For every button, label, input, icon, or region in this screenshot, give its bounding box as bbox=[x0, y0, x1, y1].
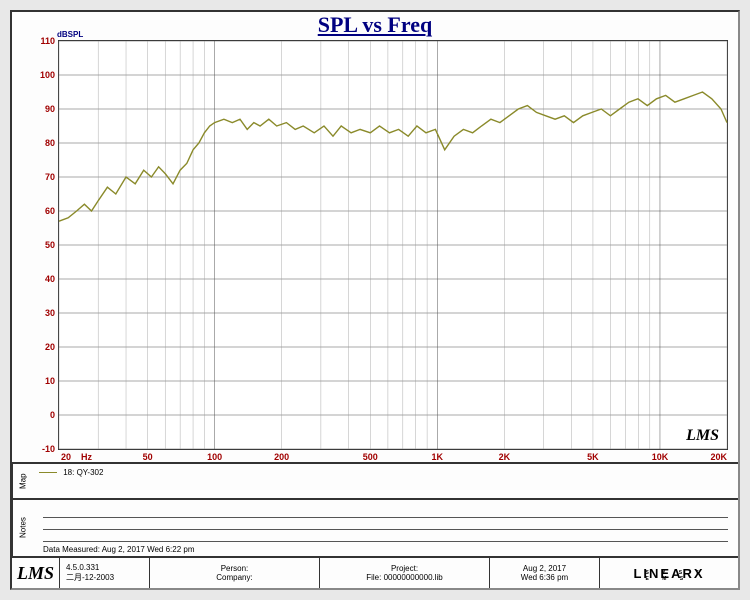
note-line bbox=[43, 506, 728, 518]
svg-text:10K: 10K bbox=[652, 452, 669, 462]
svg-text:110: 110 bbox=[40, 36, 55, 46]
footer-person-label: Person: bbox=[221, 564, 249, 573]
footer-version-cell: 4.5.0.331 二月-12-2003 bbox=[60, 558, 150, 588]
footer-app: LMS bbox=[12, 558, 60, 588]
svg-text:100: 100 bbox=[207, 452, 222, 462]
svg-text:80: 80 bbox=[45, 138, 55, 148]
svg-text:5K: 5K bbox=[587, 452, 599, 462]
svg-text:30: 30 bbox=[45, 308, 55, 318]
footer-version-date: 二月-12-2003 bbox=[66, 572, 143, 583]
chart-watermark: LMS bbox=[686, 427, 719, 445]
svg-text:2K: 2K bbox=[499, 452, 511, 462]
footer-time: Wed 6:36 pm bbox=[521, 573, 568, 582]
app-logo: LMS bbox=[17, 563, 54, 584]
footer-date-cell: Aug 2, 2017 Wed 6:36 pm bbox=[490, 558, 600, 588]
legend-item-label: 18: QY-302 bbox=[63, 468, 103, 477]
footer-version: 4.5.0.331 bbox=[66, 563, 143, 572]
legend-swatch bbox=[39, 472, 57, 473]
chart-svg: -100102030405060708090100110205010020050… bbox=[59, 41, 727, 449]
footer-project-cell: Project: File: 00000000000.lib bbox=[320, 558, 490, 588]
footer-brand-cell: LINEARX S Y S T E M S bbox=[600, 558, 738, 588]
svg-text:10: 10 bbox=[45, 376, 55, 386]
svg-text:70: 70 bbox=[45, 172, 55, 182]
report-panel: SPL vs Freq -100102030405060708090100110… bbox=[10, 10, 740, 590]
svg-text:40: 40 bbox=[45, 274, 55, 284]
legend-body: 18: QY-302 bbox=[33, 464, 738, 498]
svg-text:50: 50 bbox=[45, 240, 55, 250]
window-frame: SPL vs Freq -100102030405060708090100110… bbox=[0, 0, 750, 600]
svg-text:500: 500 bbox=[363, 452, 378, 462]
brand-sub: S Y S T E M S bbox=[645, 570, 704, 582]
spl-chart: -100102030405060708090100110205010020050… bbox=[58, 40, 728, 450]
footer-project-label: Project: bbox=[391, 564, 418, 573]
chart-area: SPL vs Freq -100102030405060708090100110… bbox=[12, 12, 738, 464]
footer-file-label: File: 00000000000.lib bbox=[366, 573, 443, 582]
svg-text:Hz: Hz bbox=[81, 452, 92, 462]
footer-date: Aug 2, 2017 bbox=[523, 564, 566, 573]
brand-logo: LINEARX S Y S T E M S bbox=[633, 566, 704, 581]
notes-body: Data Measured: Aug 2, 2017 Wed 6:22 pm bbox=[33, 500, 738, 556]
svg-text:dBSPL: dBSPL bbox=[57, 30, 83, 39]
notes-measured: Data Measured: Aug 2, 2017 Wed 6:22 pm bbox=[43, 545, 195, 554]
svg-text:60: 60 bbox=[45, 206, 55, 216]
svg-text:200: 200 bbox=[274, 452, 289, 462]
svg-text:50: 50 bbox=[143, 452, 153, 462]
chart-title: SPL vs Freq bbox=[12, 12, 738, 38]
footer-person-cell: Person: Company: bbox=[150, 558, 320, 588]
svg-text:20: 20 bbox=[61, 452, 71, 462]
footer-company-label: Company: bbox=[216, 573, 252, 582]
footer-bar: LMS 4.5.0.331 二月-12-2003 Person: Company… bbox=[12, 558, 738, 588]
svg-text:20K: 20K bbox=[710, 452, 727, 462]
svg-text:90: 90 bbox=[45, 104, 55, 114]
notes-tab: Notes bbox=[12, 500, 33, 556]
svg-text:-10: -10 bbox=[42, 444, 55, 454]
svg-text:20: 20 bbox=[45, 342, 55, 352]
legend-panel: Map 18: QY-302 bbox=[12, 464, 738, 500]
svg-text:0: 0 bbox=[50, 410, 55, 420]
note-line bbox=[43, 518, 728, 530]
svg-text:100: 100 bbox=[40, 70, 55, 80]
legend-tab: Map bbox=[12, 464, 33, 498]
svg-text:1K: 1K bbox=[432, 452, 444, 462]
notes-panel: Notes Data Measured: Aug 2, 2017 Wed 6:2… bbox=[12, 500, 738, 558]
note-line bbox=[43, 530, 728, 542]
